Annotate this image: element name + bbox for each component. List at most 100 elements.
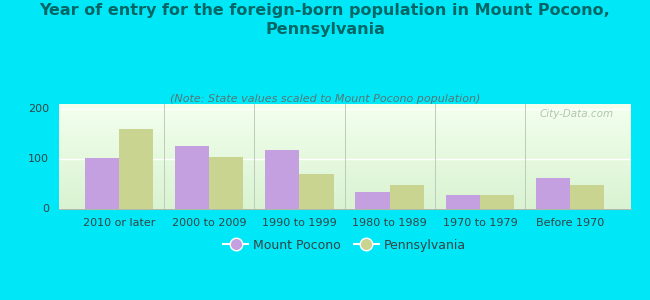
Bar [58,107,630,108]
Bar [58,154,630,155]
Bar [58,138,630,139]
Bar [58,125,630,126]
Bar [58,170,630,171]
Bar [58,179,630,180]
Bar [58,136,630,137]
Bar [175,146,209,208]
Bar [265,150,300,208]
Bar [300,173,333,208]
Bar [58,171,630,172]
Bar [58,139,630,140]
Bar [58,141,630,142]
Bar [58,131,630,132]
Bar [58,203,630,204]
Bar [58,173,630,174]
Bar [356,192,389,208]
Bar [58,168,630,169]
Bar [58,130,630,131]
Bar [58,162,630,163]
Bar [58,167,630,168]
Bar [58,113,630,114]
Bar [58,146,630,147]
Bar [58,115,630,116]
Bar [58,177,630,178]
Legend: Mount Pocono, Pennsylvania: Mount Pocono, Pennsylvania [218,234,471,257]
Bar [58,117,630,118]
Bar [58,118,630,119]
Bar [58,116,630,117]
Bar [389,184,424,208]
Bar [58,124,630,125]
Bar [58,184,630,185]
Bar [58,163,630,164]
Bar [58,207,630,208]
Bar [58,111,630,112]
Text: City-Data.com: City-Data.com [540,109,614,119]
Bar [58,137,630,138]
Bar [58,114,630,115]
Bar [58,144,630,145]
Bar [58,103,630,104]
Bar [58,135,630,136]
Bar [58,198,630,199]
Bar [58,150,630,151]
Bar [58,149,630,150]
Bar [58,206,630,207]
Bar [58,164,630,165]
Bar [58,142,630,143]
Bar [58,157,630,158]
Bar [58,165,630,166]
Bar [58,151,630,152]
Bar [58,128,630,129]
Bar [58,126,630,127]
Bar [58,200,630,201]
Bar [58,122,630,123]
Bar [58,152,630,153]
Bar [58,119,630,120]
Bar [58,132,630,133]
Bar [58,153,630,154]
Bar [58,187,630,188]
Bar [58,134,630,135]
Bar [58,143,630,144]
Bar [58,204,630,205]
Bar [58,183,630,184]
Bar [58,112,630,113]
Bar [58,194,630,195]
Bar [58,129,630,130]
Bar [58,148,630,149]
Text: Year of entry for the foreign-born population in Mount Pocono,
Pennsylvania: Year of entry for the foreign-born popul… [40,3,610,37]
Bar [570,184,604,208]
Bar [58,180,630,181]
Bar [58,195,630,196]
Bar [536,178,570,208]
Bar [58,172,630,173]
Bar [58,121,630,122]
Bar [58,155,630,156]
Bar [58,205,630,206]
Bar [58,160,630,161]
Bar [58,202,630,203]
Text: (Note: State values scaled to Mount Pocono population): (Note: State values scaled to Mount Poco… [170,94,480,104]
Bar [119,128,153,208]
Bar [58,182,630,183]
Bar [58,174,630,175]
Bar [58,110,630,111]
Bar [58,120,630,121]
Bar [58,199,630,200]
Bar [58,186,630,187]
Bar [58,146,630,147]
Bar [84,158,119,208]
Bar [58,127,630,128]
Bar [58,147,630,148]
Bar [58,105,630,106]
Bar [58,159,630,160]
Bar [58,201,630,202]
Bar [58,123,630,124]
Bar [58,185,630,186]
Bar [446,194,480,208]
Bar [58,181,630,182]
Bar [58,189,630,190]
Bar [58,158,630,159]
Bar [58,109,630,110]
